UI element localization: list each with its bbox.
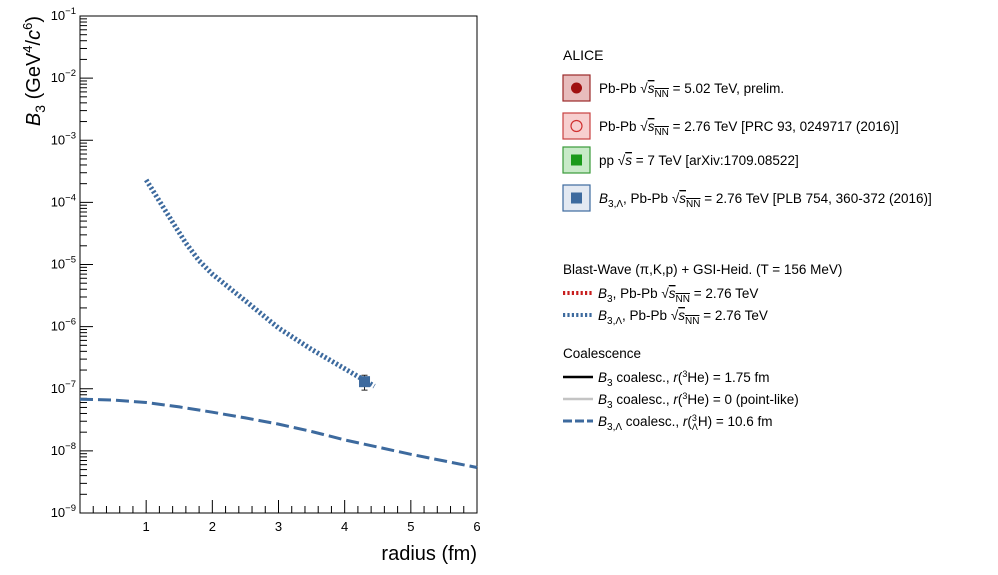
plot-frame: [79, 15, 478, 514]
y-tick-label: 10−9: [51, 503, 76, 520]
legend: ALICE Pb-Pb √sNN = 5.02 TeV, prelim. Pb-Pb…: [562, 47, 932, 433]
legend-entry-data: Pb-Pb √sNN = 5.02 TeV, prelim.: [562, 74, 784, 102]
marker-filled-circle-icon: [571, 82, 582, 94]
y-tick-label: 10−3: [51, 130, 76, 147]
x-axis: 1 2 3 4 5 6: [79, 500, 481, 534]
legend-entry-label: B3,Λ coalesc., r(3 ΛH) = 10.6 fm: [598, 413, 773, 433]
legend-entry-label: Pb-Pb √sNN = 2.76 TeV [PRC 93, 0249717 (…: [599, 119, 899, 138]
y-tick-label: 10−5: [51, 255, 76, 272]
y-tick-label: 10−4: [51, 192, 76, 209]
y-tick-label: 10−7: [51, 379, 76, 396]
legend-experiment: ALICE: [563, 47, 603, 63]
point-marker: [359, 376, 371, 388]
legend-entry-label: B3,Λ, Pb-Pb √sNN = 2.76 TeV [PLB 754, 36…: [599, 191, 932, 210]
x-tick-label: 1: [143, 519, 150, 534]
x-axis-title: radius (fm): [381, 543, 477, 565]
legend-entry-blast-wave: B3, Pb-Pb √sNN = 2.76 TeV: [563, 286, 758, 305]
series-coalescence-lambda: [79, 397, 478, 469]
legend-entry-blast-wave: B3,Λ, Pb-Pb √sNN = 2.76 TeV: [563, 308, 768, 327]
x-tick-label: 5: [407, 519, 414, 534]
legend-entry-label: Pb-Pb √sNN = 5.02 TeV, prelim.: [599, 81, 784, 100]
y-axis-title: B3 (GeV4/c6): [20, 16, 48, 126]
legend-box: [562, 112, 591, 140]
y-axis: 10−9 10−8 10−7 10−6 10−5 10−4 10−3 10−2 10−1: [51, 6, 93, 520]
x-tick-label: 2: [209, 519, 216, 534]
marker-open-circle-icon: [570, 119, 583, 133]
legend-entry-label: pp √s = 7 TeV [arXiv:1709.08522]: [599, 153, 799, 168]
legend-entry-coalescence: B3,Λ coalesc., r(3 ΛH) = 10.6 fm: [563, 413, 773, 433]
legend-entry-label: B3,Λ, Pb-Pb √sNN = 2.76 TeV: [598, 308, 768, 327]
legend-entry-coalescence: B3 coalesc., r(3He) = 1.75 fm: [563, 369, 770, 389]
series-blast-wave-lambda: [144, 178, 376, 389]
legend-entry-label: B3 coalesc., r(3He) = 0 (point-like): [598, 391, 799, 411]
legend-blast-wave-heading: Blast-Wave (π,K,p) + GSI-Heid. (T = 156 …: [563, 262, 842, 277]
series-layer: [79, 178, 478, 469]
legend-entry-label: B3 coalesc., r(3He) = 1.75 fm: [598, 369, 770, 389]
points-layer: [359, 374, 371, 391]
legend-entry-data: Pb-Pb √sNN = 2.76 TeV [PRC 93, 0249717 (…: [562, 112, 899, 140]
marker-filled-square-icon: [571, 192, 582, 204]
legend-entry-label: B3, Pb-Pb √sNN = 2.76 TeV: [598, 286, 758, 305]
axis-titles: radius (fm) B3 (GeV4/c6): [20, 16, 477, 565]
legend-coalescence-heading: Coalescence: [563, 346, 641, 361]
y-tick-label: 10−2: [51, 68, 76, 85]
y-tick-label: 10−6: [51, 317, 76, 334]
plot-border: [79, 15, 478, 514]
legend-entry-coalescence: B3 coalesc., r(3He) = 0 (point-like): [563, 391, 799, 411]
data-point-b3-lambda: [359, 374, 371, 391]
legend-entry-data: B3,Λ, Pb-Pb √sNN = 2.76 TeV [PLB 754, 36…: [562, 184, 932, 212]
legend-entry-data: pp √s = 7 TeV [arXiv:1709.08522]: [562, 146, 799, 174]
y-tick-label: 10−8: [51, 441, 76, 458]
y-tick-label: 10−1: [51, 6, 76, 23]
marker-filled-square-icon: [571, 154, 582, 166]
x-tick-label: 3: [275, 519, 282, 534]
x-tick-label: 4: [341, 519, 348, 534]
x-tick-label: 6: [473, 519, 480, 534]
